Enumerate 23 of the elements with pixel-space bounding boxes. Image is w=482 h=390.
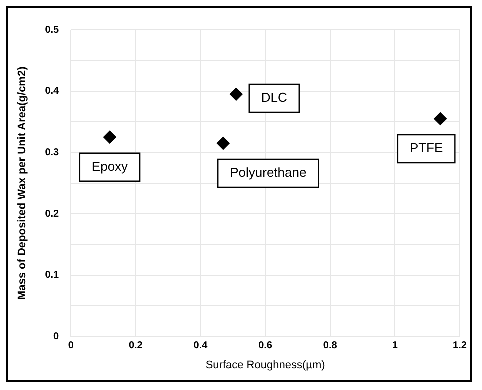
point xyxy=(434,112,448,126)
y-tick-label: 0.3 xyxy=(45,147,60,158)
x-tick-label: 0 xyxy=(68,340,74,352)
x-tick-label: 0.6 xyxy=(258,340,273,352)
annotation: Epoxy xyxy=(92,158,129,174)
y-tick-label: 0 xyxy=(54,332,60,343)
point xyxy=(103,130,116,144)
x-tick-label: 0.2 xyxy=(128,340,144,352)
y-axis-title: Mass of Deposited Wax per Unit Area(g/cm2) xyxy=(16,66,29,300)
x-tick-label: 1 xyxy=(392,340,398,352)
point xyxy=(230,88,243,101)
annotation: PTFE xyxy=(410,140,444,156)
y-tick-label: 0.5 xyxy=(45,24,60,36)
x-axis-title: Surface Roughness(µm) xyxy=(206,359,326,372)
y-tick-label: 0.1 xyxy=(45,270,60,282)
y-tick-label: 0.4 xyxy=(45,86,60,98)
point xyxy=(216,137,230,150)
y-tick-label: 0.2 xyxy=(45,208,60,220)
x-tick-label: 0.4 xyxy=(194,340,208,352)
x-tick-label: 0.8 xyxy=(323,340,338,352)
annotation: DLC xyxy=(261,90,288,106)
x-tick-label: 1.2 xyxy=(453,340,468,352)
annotation: Polyurethane xyxy=(230,165,307,180)
